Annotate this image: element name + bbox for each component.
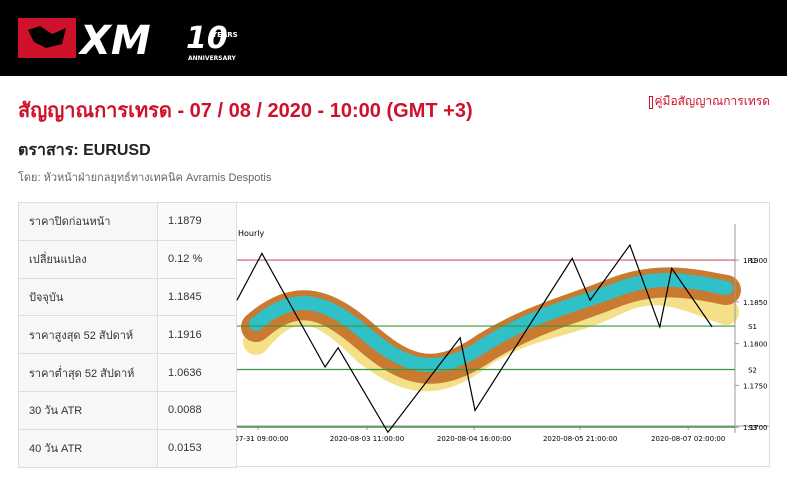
y-tick-label: 1.1750 [743,382,768,390]
y-tick-label: 1.1800 [743,341,768,349]
instrument: ตราสาร: EURUSD [18,142,151,159]
row-label: 30 วัน ATR [18,390,158,430]
anniversary-text: ANNIVERSARY [188,55,237,62]
row-value: 0.0153 [157,428,237,468]
level-label: R1 [748,257,757,265]
level-label: S1 [748,323,757,331]
table-row: ปัจจุบัน 1.1845 [18,277,237,317]
row-label: เปลี่ยนแปลง [18,239,158,279]
x-tick-label: 0-07-31 09:00:00 [236,435,288,443]
anniversary-number: 10 [186,21,228,56]
table-row: ราคาปิดก่อนหน้า 1.1879 [18,202,237,241]
guide-link-text[interactable]: คู่มือสัญญาณการเทรด [654,94,771,108]
author: โดย: หัวหน้าฝ่ายกลยุทธ์ทางเทคนิค Avramis… [18,172,272,184]
logo[interactable]: XM 10 YEARS ANNIVERSARY [0,0,260,76]
chart-subtitle: Hourly [238,229,264,238]
level-label: S2 [748,367,757,375]
zigzag-line [236,243,713,434]
x-tick-label: 2020-08-05 21:00:00 [543,435,617,443]
row-value: 1.1916 [157,315,237,355]
row-value: 1.1845 [157,277,237,317]
chart: Hourly 1.1700 1.1750 1.1800 1.1850 1.1900 0-0… [236,202,770,467]
row-label: ราคาสูงสุด 52 สัปดาห์ [18,315,158,355]
row-value: 1.1879 [157,202,237,241]
table-row: 40 วัน ATR 0.0153 [18,428,237,468]
header-bar: XM 10 YEARS ANNIVERSARY [0,0,787,76]
stats-table: ราคาปิดก่อนหน้า 1.1879 เปลี่ยนแปลง 0.12 % ปั… [18,202,237,468]
y-tick-label: 1.1850 [743,299,768,307]
row-label: ราคาปิดก่อนหน้า [18,202,158,241]
row-label: 40 วัน ATR [18,428,158,468]
anniversary-years: YEARS [211,31,238,39]
pdf-icon: ​ [648,96,653,109]
row-label: ราคาต่ำสุด 52 สัปดาห์ [18,353,158,392]
table-row: ราคาต่ำสุด 52 สัปดาห์ 1.0636 [18,353,237,392]
x-tick-label: 2020-08-03 11:00:00 [330,435,404,443]
row-value: 0.0088 [157,390,237,430]
logo-bull [28,26,66,48]
page-title: สัญญาณการเทรด - 07 / 08 / 2020 - 10:00 (… [18,100,473,122]
row-value: 0.12 % [157,239,237,279]
row-label: ปัจจุบัน [18,277,158,317]
guide-link[interactable]: ​คู่มือสัญญาณการเทรด [648,92,771,111]
level-label: S3 [748,424,757,432]
x-tick-label: 2020-08-04 16:00:00 [437,435,511,443]
y-tick-label: 1.1900 [743,257,768,265]
table-row: เปลี่ยนแปลง 0.12 % [18,239,237,279]
x-tick-label: 2020-08-07 02:00:00 [651,435,725,443]
logo-text: XM [77,18,151,64]
y-tick-label: 1.1700 [743,424,768,432]
table-row: ราคาสูงสุด 52 สัปดาห์ 1.1916 [18,315,237,355]
row-value: 1.0636 [157,353,237,392]
table-row: 30 วัน ATR 0.0088 [18,390,237,430]
